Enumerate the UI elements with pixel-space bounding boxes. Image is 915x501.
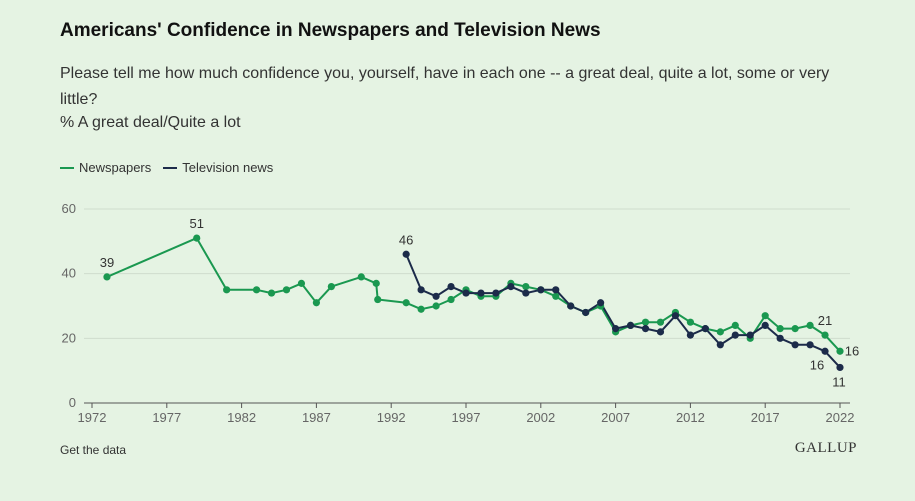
data-point-newspapers-36 <box>761 312 769 320</box>
y-tick-label-60: 60 <box>62 201 76 216</box>
data-point-newspapers-33 <box>716 328 724 336</box>
data-point-newspapers-29 <box>656 318 665 326</box>
legend-label-television: Television news <box>182 160 274 175</box>
data-point-newspapers-15 <box>447 295 455 304</box>
data-point-newspapers-20 <box>522 283 530 291</box>
data-label-newspapers-1973: 39 <box>100 255 114 270</box>
data-point-television-news-29 <box>836 363 844 372</box>
chart-legend: Newspapers Television news <box>60 160 273 175</box>
data-point-newspapers-22 <box>552 292 560 300</box>
data-point-television-news-7 <box>507 283 515 291</box>
data-point-newspapers-5 <box>282 286 291 294</box>
legend-item-newspapers[interactable]: Newspapers <box>60 160 151 175</box>
get-data-link[interactable]: Get the data <box>60 443 127 457</box>
data-point-newspapers-2 <box>223 286 231 294</box>
data-point-television-news-13 <box>597 299 605 307</box>
data-label-television-news-2022: 11 <box>832 374 846 389</box>
data-point-newspapers-3 <box>252 286 261 294</box>
data-label-newspapers-1979: 51 <box>189 216 203 231</box>
data-point-television-news-1 <box>417 286 425 294</box>
data-point-television-news-16 <box>641 325 650 333</box>
data-point-newspapers-31 <box>686 318 695 326</box>
data-point-newspapers-7 <box>312 299 320 307</box>
series-line-television-news <box>405 253 841 369</box>
x-tick-label-1997: 1997 <box>452 410 481 425</box>
data-point-newspapers-10 <box>372 279 380 287</box>
chart-title: Americans' Confidence in Newspapers and … <box>60 20 601 41</box>
data-point-newspapers-12 <box>402 299 410 307</box>
data-point-newspapers-14 <box>432 302 440 310</box>
x-tick-label-2017: 2017 <box>751 410 780 425</box>
x-tick-label-1977: 1977 <box>152 410 181 425</box>
data-point-television-news-23 <box>746 331 754 339</box>
data-point-newspapers-6 <box>297 279 306 287</box>
x-tick-label-2007: 2007 <box>601 410 630 425</box>
data-label-newspapers-2022: 16 <box>845 343 859 358</box>
data-point-television-news-4 <box>462 289 470 297</box>
x-tick-label-2012: 2012 <box>676 410 705 425</box>
data-point-newspapers-0 <box>103 273 111 281</box>
data-point-newspapers-13 <box>417 305 425 313</box>
data-point-television-news-10 <box>552 286 560 294</box>
y-tick-label-20: 20 <box>62 330 76 345</box>
x-tick-label-2002: 2002 <box>526 410 555 425</box>
chart-measure-label: % A great deal/Quite a lot <box>60 114 241 131</box>
data-point-television-news-28 <box>821 347 829 355</box>
data-point-television-news-3 <box>447 283 455 291</box>
data-point-newspapers-34 <box>731 321 739 329</box>
x-tick-label-1987: 1987 <box>302 410 331 425</box>
data-point-television-news-11 <box>567 302 575 310</box>
data-point-television-news-8 <box>522 289 530 297</box>
data-point-television-news-21 <box>716 341 724 349</box>
data-point-television-news-9 <box>537 286 545 294</box>
data-label-television-news-1993: 46 <box>399 232 413 247</box>
x-tick-label-1992: 1992 <box>377 410 406 425</box>
data-point-newspapers-11 <box>374 295 382 304</box>
y-tick-label-40: 40 <box>62 266 76 281</box>
data-point-newspapers-8 <box>327 283 335 291</box>
chart-subtitle: Please tell me how much confidence you, … <box>60 65 830 108</box>
x-tick-label-1972: 1972 <box>78 410 107 425</box>
data-point-television-news-27 <box>806 341 814 349</box>
data-point-television-news-17 <box>656 328 665 336</box>
gallup-logo: GALLUP <box>794 440 857 456</box>
data-point-television-news-6 <box>492 289 500 297</box>
data-point-television-news-14 <box>612 325 620 333</box>
data-label-newspapers-2021: 21 <box>818 313 832 328</box>
x-tick-label-2022: 2022 <box>826 410 855 425</box>
legend-label-newspapers: Newspapers <box>79 160 152 175</box>
data-point-television-news-22 <box>731 331 739 339</box>
legend-swatch-newspapers <box>60 166 74 169</box>
data-point-newspapers-40 <box>821 331 829 339</box>
data-point-television-news-24 <box>761 321 769 329</box>
legend-swatch-television <box>163 166 178 169</box>
data-point-television-news-25 <box>776 334 784 342</box>
legend-item-television[interactable]: Television news <box>163 160 273 175</box>
data-point-newspapers-4 <box>267 289 276 297</box>
data-point-television-news-15 <box>626 321 635 329</box>
x-tick-label-1982: 1982 <box>227 410 256 425</box>
data-point-newspapers-38 <box>791 325 799 333</box>
y-tick-label-0: 0 <box>69 395 76 410</box>
data-label-television-news-2021: 16 <box>810 357 824 372</box>
data-point-television-news-20 <box>701 325 709 333</box>
data-point-newspapers-9 <box>357 273 365 281</box>
data-point-television-news-18 <box>671 312 680 320</box>
data-point-television-news-2 <box>432 292 440 300</box>
data-point-television-news-19 <box>686 331 695 339</box>
data-point-newspapers-41 <box>836 347 844 355</box>
data-point-newspapers-1 <box>193 234 201 242</box>
data-point-newspapers-39 <box>806 321 814 329</box>
data-point-television-news-26 <box>791 341 799 349</box>
data-point-newspapers-28 <box>641 318 650 326</box>
data-point-television-news-5 <box>477 289 485 297</box>
data-point-television-news-0 <box>402 250 410 258</box>
data-point-newspapers-37 <box>776 325 784 333</box>
series-line-newspapers <box>106 237 841 352</box>
data-point-television-news-12 <box>582 308 590 317</box>
